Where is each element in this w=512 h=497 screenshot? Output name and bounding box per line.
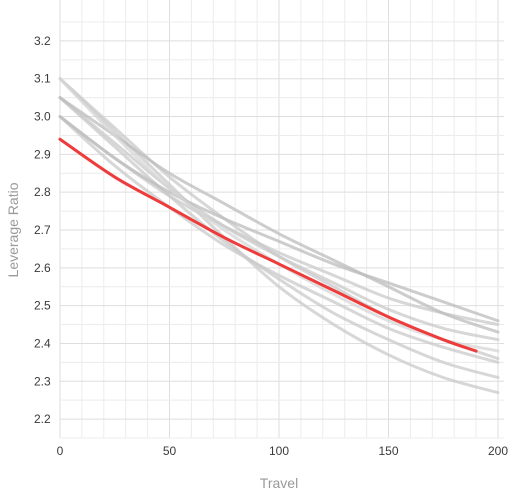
series-line-7 [58, 96, 500, 334]
y-tick-label: 3.2 [34, 34, 51, 48]
y-tick-label: 2.3 [34, 374, 51, 388]
y-tick-label: 2.9 [34, 147, 51, 161]
series-layer [58, 77, 500, 395]
x-axis-label: Travel [260, 475, 298, 491]
y-tick-label: 3.0 [34, 110, 51, 124]
x-tick-label: 200 [488, 444, 508, 458]
grid [59, 0, 504, 439]
y-tick-label: 2.7 [34, 223, 51, 237]
y-tick-label: 3.1 [34, 72, 51, 86]
x-tick-label: 100 [269, 444, 289, 458]
y-tick-label: 2.2 [34, 412, 51, 426]
x-tick-label: 150 [378, 444, 398, 458]
series-line-highlight [58, 137, 478, 353]
y-tick-label: 2.6 [34, 261, 51, 275]
y-tick-label: 2.8 [34, 185, 51, 199]
series-line-4 [58, 115, 500, 364]
x-tick-label: 50 [163, 444, 177, 458]
series-line-8 [58, 115, 500, 323]
y-axis-label: Leverage Ratio [5, 182, 21, 277]
tick-labels: 0 50 100 150 200 2.2 2.3 2.4 2.5 2.6 2.7 2.8 2.9 3.0 3… [34, 34, 508, 458]
y-tick-label: 2.4 [34, 336, 51, 350]
x-tick-label: 0 [57, 444, 64, 458]
series-line-5 [58, 96, 500, 379]
y-tick-label: 2.5 [34, 299, 51, 313]
